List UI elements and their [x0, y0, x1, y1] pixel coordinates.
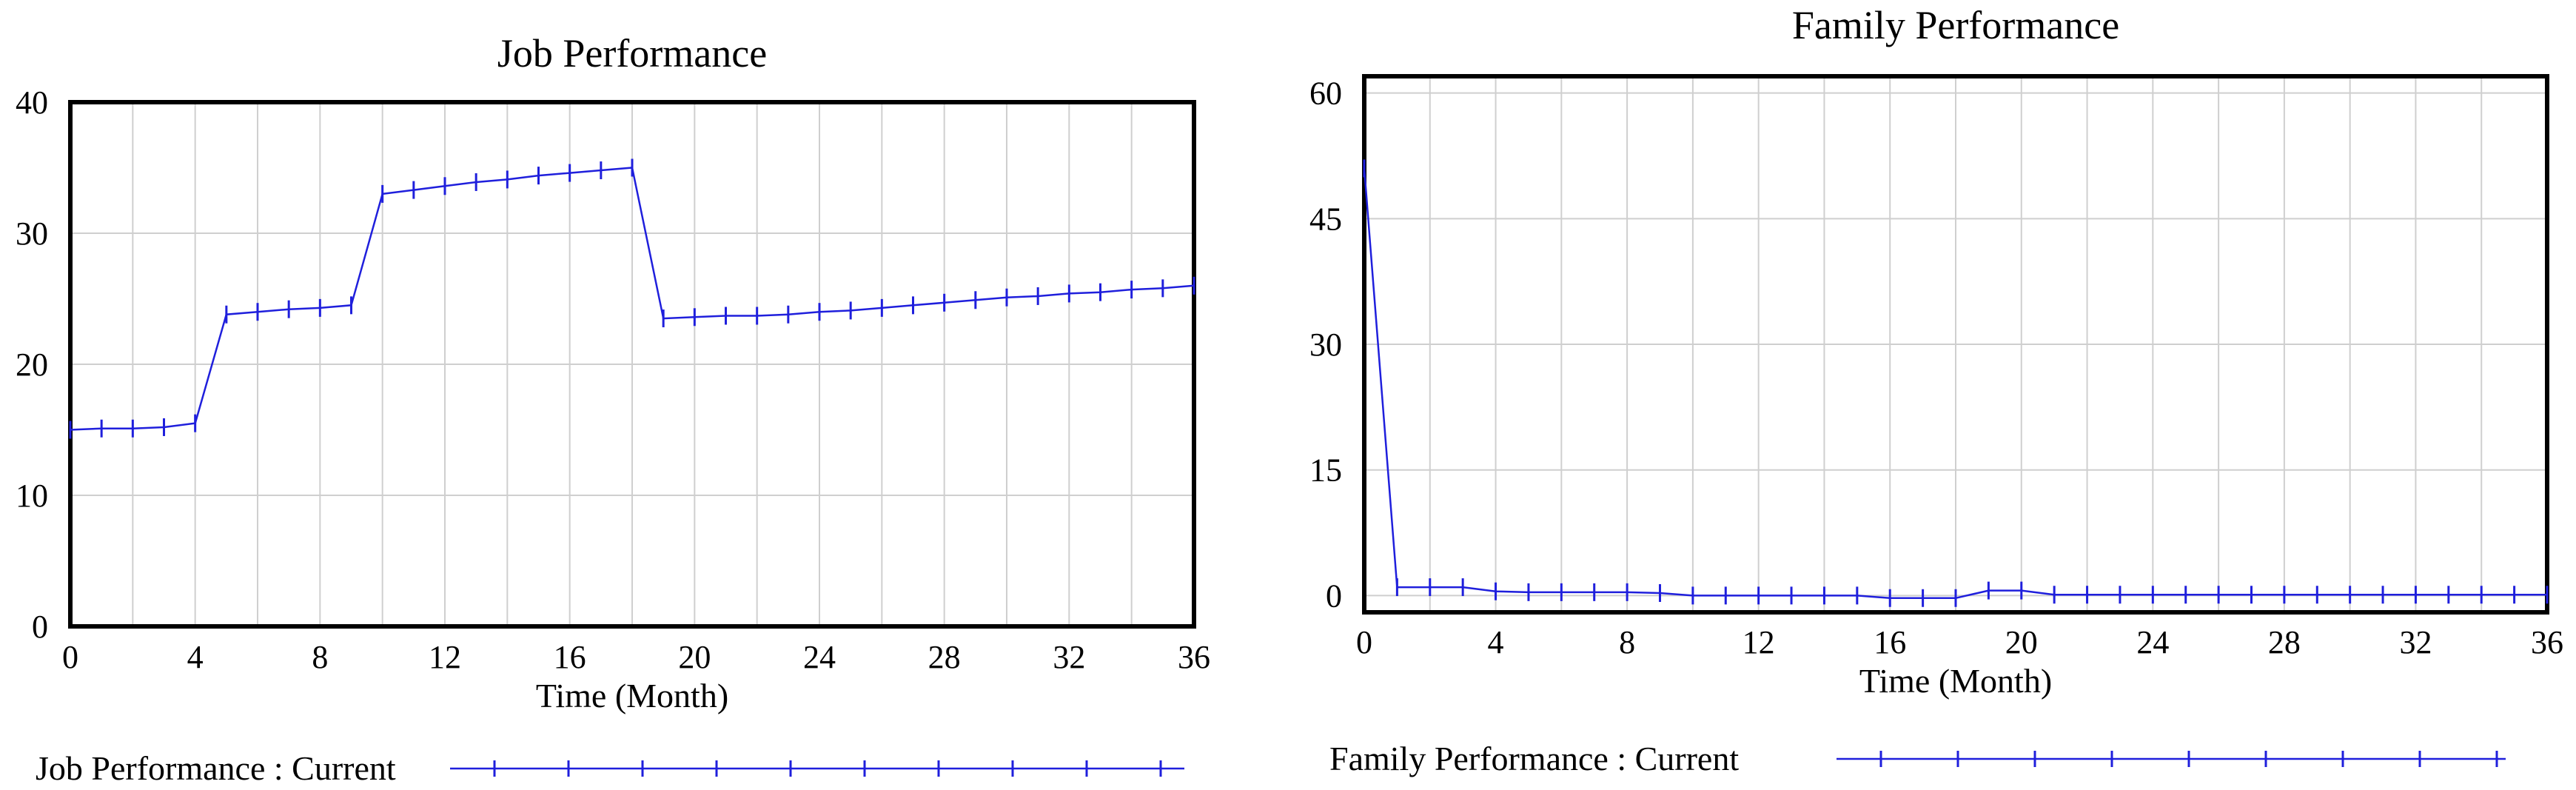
x-tick-label: 28 [928, 639, 961, 675]
x-tick-label: 16 [554, 639, 586, 675]
x-tick-label: 28 [2268, 624, 2301, 660]
x-tick-label: 0 [1356, 624, 1372, 660]
x-tick-label: 12 [429, 639, 461, 675]
x-tick-label: 24 [2136, 624, 2169, 660]
x-axis-label: Time (Month) [536, 677, 728, 714]
legend-label: Job Performance : Current [36, 749, 396, 787]
x-tick-label: 20 [2005, 624, 2038, 660]
plot-frame [1362, 74, 2549, 615]
x-tick-label: 4 [187, 639, 204, 675]
y-tick-label: 45 [1309, 201, 1342, 237]
legend-label: Family Performance : Current [1329, 740, 1739, 777]
chart-title: Job Performance [497, 31, 767, 76]
x-tick-label: 12 [1743, 624, 1775, 660]
y-tick-label: 10 [16, 478, 48, 514]
x-tick-label: 32 [2399, 624, 2432, 660]
y-tick-label: 30 [16, 215, 48, 252]
x-tick-label: 8 [1619, 624, 1635, 660]
x-axis-label: Time (Month) [1859, 662, 2052, 700]
y-tick-label: 40 [16, 84, 48, 121]
chart-panel-2: Family Performance 0 4 8 12 16 20 24 28 32 36 0 15 30… [1309, 3, 2563, 777]
chart-title: Family Performance [1792, 3, 2119, 47]
y-tick-label: 0 [1326, 578, 1342, 614]
plot-frame [68, 100, 1196, 629]
chart-panel-1: Job Performance 0 4 8 12 16 20 24 28 32 36 0 10 20 30 4… [16, 31, 1210, 787]
x-tick-label: 16 [1874, 624, 1906, 660]
y-tick-label: 20 [16, 347, 48, 383]
y-tick-label: 0 [32, 609, 48, 645]
y-tick-label: 15 [1309, 452, 1342, 489]
x-tick-label: 24 [803, 639, 836, 675]
x-tick-label: 36 [1178, 639, 1210, 675]
x-tick-label: 36 [2531, 624, 2563, 660]
x-tick-label: 32 [1053, 639, 1085, 675]
x-tick-label: 8 [312, 639, 328, 675]
x-tick-label: 0 [62, 639, 78, 675]
y-tick-label: 60 [1309, 76, 1342, 112]
x-tick-label: 4 [1488, 624, 1504, 660]
x-tick-label: 20 [678, 639, 711, 675]
y-tick-label: 30 [1309, 327, 1342, 363]
